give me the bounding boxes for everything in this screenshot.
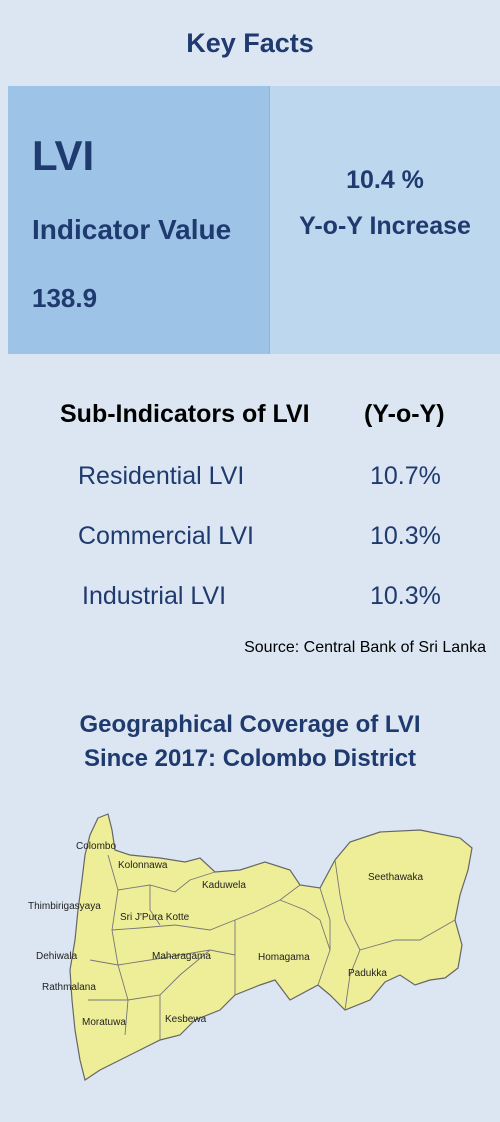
region-label: Thimbirigasyaya	[28, 901, 101, 912]
yoy-column-heading: (Y-o-Y)	[364, 400, 445, 428]
colombo-district-map: Colombo Kolonnawa Kaduwela Seethawaka Th…	[28, 813, 473, 1081]
region-label: Dehiwala	[36, 951, 78, 962]
region-label: Maharagama	[152, 951, 211, 962]
indicator-value: 138.9	[32, 283, 98, 313]
lvi-name: LVI	[32, 132, 95, 179]
sub-indicator-label: Commercial LVI	[78, 522, 254, 550]
district-outline	[69, 813, 473, 1081]
sub-indicator-label: Industrial LVI	[82, 582, 227, 610]
lvi-stat-box: LVI Indicator Value 138.9 10.4 % Y-o-Y I…	[8, 86, 500, 354]
yoy-panel: 10.4 % Y-o-Y Increase	[270, 86, 500, 354]
page-title: Key Facts	[186, 28, 314, 58]
yoy-value: 10.4 %	[346, 166, 424, 194]
sub-indicator-value: 10.3%	[370, 522, 441, 550]
sub-indicators-heading: Sub-Indicators of LVI	[60, 400, 310, 428]
region-label: Sri J'Pura Kotte	[120, 912, 190, 923]
geo-title-line2: Since 2017: Colombo District	[83, 745, 417, 772]
sub-indicator-value: 10.3%	[370, 582, 441, 610]
region-label: Seethawaka	[368, 872, 423, 883]
region-label: Padukka	[348, 968, 387, 979]
region-label: Kesbewa	[165, 1014, 207, 1025]
source-note: Source: Central Bank of Sri Lanka	[244, 639, 486, 656]
region-label: Homagama	[258, 952, 310, 963]
geo-title-line1: Geographical Coverage of LVI	[79, 711, 421, 738]
region-label: Rathmalana	[42, 982, 96, 993]
region-label: Kaduwela	[202, 880, 246, 891]
region-label: Kolonnawa	[118, 860, 168, 871]
lvi-indicator-panel: LVI Indicator Value 138.9	[8, 86, 270, 354]
sub-indicator-label: Residential LVI	[78, 462, 245, 490]
yoy-label: Y-o-Y Increase	[299, 212, 471, 240]
region-label: Colombo	[76, 841, 116, 852]
region-label: Moratuwa	[82, 1017, 126, 1028]
sub-indicator-value: 10.7%	[370, 462, 441, 490]
indicator-label: Indicator Value	[32, 214, 232, 245]
